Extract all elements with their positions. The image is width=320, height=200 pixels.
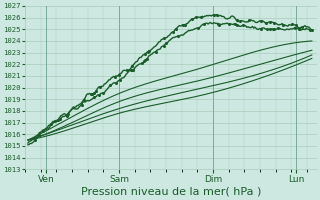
X-axis label: Pression niveau de la mer( hPa ): Pression niveau de la mer( hPa ) (81, 187, 261, 197)
